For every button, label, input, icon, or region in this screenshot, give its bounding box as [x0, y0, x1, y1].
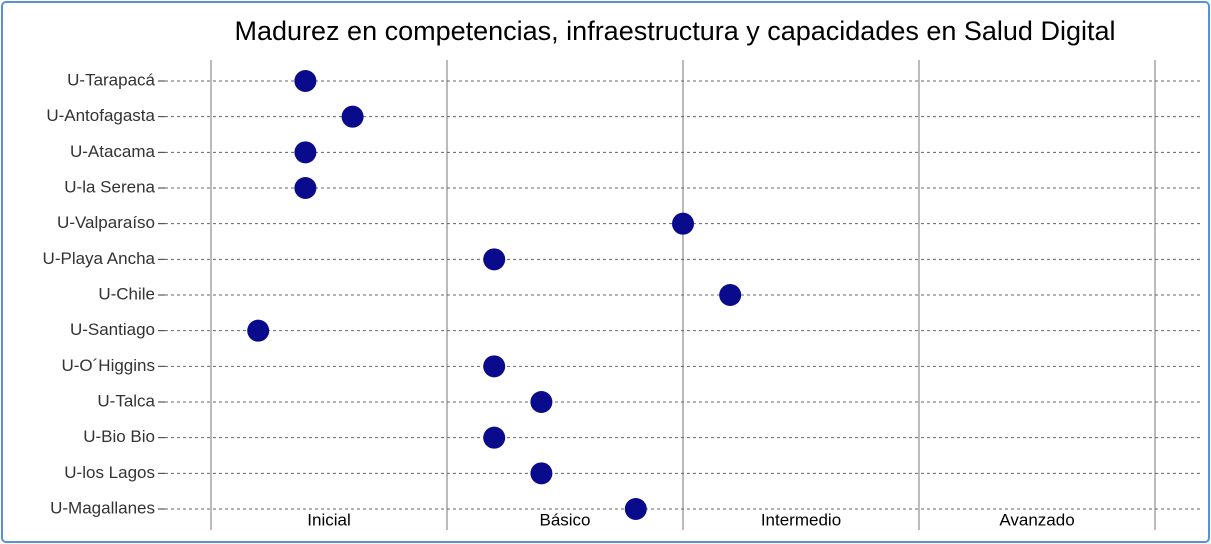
- dot: [294, 70, 317, 92]
- y-tick-label: U-Playa Ancha: [43, 249, 156, 268]
- dot: [294, 141, 317, 164]
- level-label: Avanzado: [999, 510, 1074, 529]
- dot: [719, 284, 742, 306]
- dot: [294, 177, 317, 199]
- y-tick-label: U-Valparaíso: [57, 213, 155, 232]
- dot: [530, 462, 553, 485]
- y-tick-label: U-Atacama: [70, 142, 156, 161]
- chart-title: Madurez en competencias, infraestructura…: [235, 16, 1116, 46]
- dot: [530, 391, 553, 413]
- y-tick-label: U-Santiago: [70, 320, 155, 339]
- y-tick-label: U-la Serena: [64, 177, 155, 196]
- level-label: Inicial: [307, 510, 350, 529]
- y-tick-label: U-Bio Bio: [83, 427, 155, 446]
- dot: [483, 248, 506, 271]
- y-tick-label: U-Chile: [98, 284, 155, 303]
- y-tick-label: U-los Lagos: [64, 463, 155, 482]
- dot: [341, 105, 364, 128]
- dot: [672, 212, 694, 235]
- y-tick-label: U-Talca: [97, 391, 155, 410]
- y-tick-label: U-Tarapacá: [67, 70, 155, 89]
- y-tick-label: U-Magallanes: [50, 498, 155, 517]
- dot: [483, 355, 506, 378]
- level-label: Básico: [539, 510, 590, 529]
- level-label: Intermedio: [761, 510, 841, 529]
- y-tick-label: U-O´Higgins: [61, 356, 155, 375]
- dot: [247, 319, 270, 342]
- dot: [624, 498, 647, 520]
- dot: [483, 426, 506, 449]
- y-tick-label: U-Antofagasta: [46, 106, 155, 125]
